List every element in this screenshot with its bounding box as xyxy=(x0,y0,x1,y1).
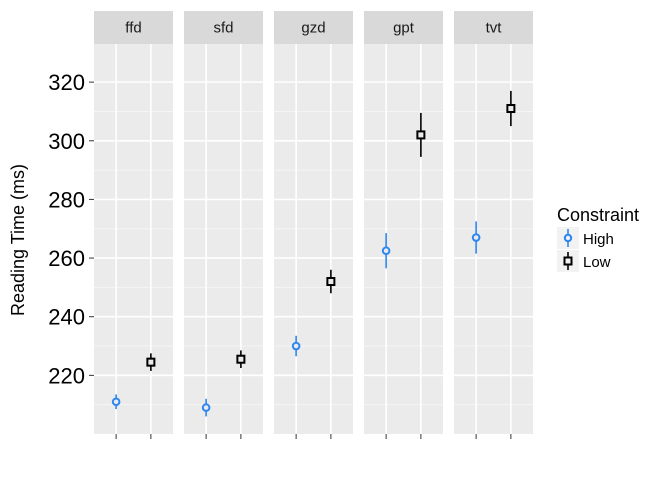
strip-label-gpt: gpt xyxy=(393,20,415,37)
panels-layer: ffd sfd gzd gpt tvt xyxy=(94,11,533,439)
square-marker xyxy=(416,130,426,140)
strip-background xyxy=(274,11,353,44)
circle-marker xyxy=(111,397,121,407)
y-tick-label: 300 xyxy=(48,129,85,154)
y-tick-label: 320 xyxy=(48,70,85,95)
panel-background xyxy=(364,44,443,434)
y-tick-label: 260 xyxy=(48,246,85,271)
point-low-gpt xyxy=(416,112,426,157)
strip-label-tvt: tvt xyxy=(486,20,503,37)
legend-key-square xyxy=(563,256,573,266)
legend: Constraint High Low xyxy=(557,205,639,272)
legend-key-circle xyxy=(563,233,573,243)
square-marker xyxy=(506,104,516,114)
square-marker xyxy=(326,277,336,287)
square-marker xyxy=(146,357,156,367)
strip-label-ffd: ffd xyxy=(125,20,141,37)
strip-background xyxy=(184,11,263,44)
point-low-ffd xyxy=(146,353,156,371)
square-marker xyxy=(236,354,246,364)
legend-label-high: High xyxy=(583,231,614,248)
panel-background xyxy=(454,44,533,434)
point-high-ffd xyxy=(111,394,121,410)
point-high-sfd xyxy=(201,398,211,417)
point-high-gzd xyxy=(291,335,301,357)
panel-background xyxy=(184,44,263,434)
circle-marker xyxy=(201,403,211,412)
panel-tvt: tvt xyxy=(454,11,533,439)
circle-marker xyxy=(471,233,481,242)
strip-label-sfd: sfd xyxy=(213,20,233,37)
panel-gpt: gpt xyxy=(364,11,443,439)
legend-label-low: Low xyxy=(583,254,611,271)
y-tick-label: 240 xyxy=(48,305,85,330)
panel-background xyxy=(274,44,353,434)
point-high-tvt xyxy=(471,221,481,254)
panel-background xyxy=(94,44,173,434)
circle-marker xyxy=(381,246,391,256)
point-low-gzd xyxy=(326,269,336,294)
y-axis-title: Reading Time (ms) xyxy=(8,164,28,316)
legend-item-low: Low xyxy=(557,250,611,272)
circle-marker xyxy=(291,341,301,351)
y-tick-label: 220 xyxy=(48,363,85,388)
panel-sfd: sfd xyxy=(184,11,263,439)
strip-background xyxy=(364,11,443,44)
panel-ffd: ffd xyxy=(94,11,173,439)
strip-background xyxy=(94,11,173,44)
point-high-gpt xyxy=(381,233,391,269)
panel-gzd: gzd xyxy=(274,11,353,439)
legend-title: Constraint xyxy=(557,205,639,225)
y-tick-label: 280 xyxy=(48,187,85,212)
point-low-tvt xyxy=(506,90,516,127)
y-axis: 220 240 260 280 300 320 xyxy=(48,70,94,388)
strip-label-gzd: gzd xyxy=(301,20,325,37)
point-low-sfd xyxy=(236,350,246,369)
strip-background xyxy=(454,11,533,44)
legend-item-high: High xyxy=(557,227,614,249)
